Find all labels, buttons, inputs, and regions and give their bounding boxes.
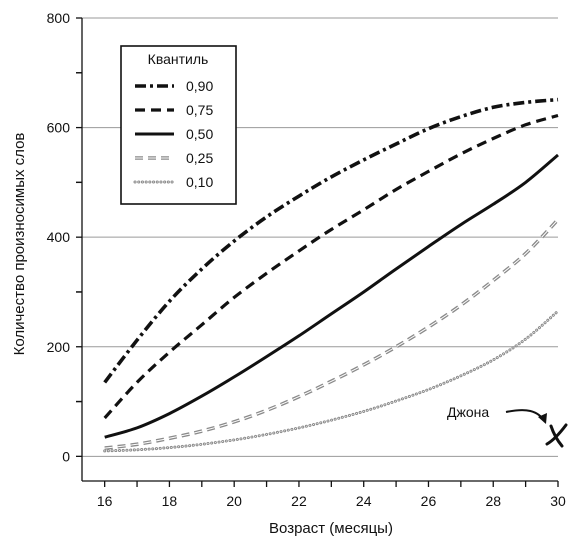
axes: [81, 18, 558, 482]
y-tick-label-0: 0: [62, 448, 70, 464]
series-line-1-path: [103, 113, 559, 420]
legend-label-3: 0,25: [186, 150, 213, 166]
series-line-4: [103, 309, 560, 453]
legend-label-2: 0,50: [186, 126, 213, 142]
x-tick-label-6: 28: [485, 493, 501, 509]
series-line-1: [103, 113, 559, 420]
annotation-label: Джона: [447, 404, 489, 420]
y-axis-title: Количество произносимых слов: [11, 133, 28, 356]
series-line-3-path-outer: [104, 218, 560, 450]
x-tick-label-1: 18: [162, 493, 178, 509]
series-lines: [103, 97, 560, 453]
legend-label-0: 0,90: [186, 78, 213, 94]
series-line-2-path: [104, 153, 559, 439]
x-tick-label-5: 26: [421, 493, 437, 509]
series-line-0-path: [103, 97, 559, 384]
x-tick-label-0: 16: [97, 493, 113, 509]
x-tick-label-7: 30: [550, 493, 566, 509]
series-line-3: [104, 218, 560, 450]
series-line-2: [104, 153, 559, 439]
legend-label-4: 0,10: [186, 174, 213, 190]
legend-title: Квантиль: [148, 51, 209, 67]
x-tick-label-2: 20: [226, 493, 242, 509]
x-axis-ticks: 16 18 20 22 24 26 28 30: [97, 481, 566, 509]
annotation-arrowhead: [538, 413, 547, 424]
y-tick-label-1: 200: [47, 339, 71, 355]
annotation-x-marker: [545, 423, 568, 448]
series-line-4-path-inner: [104, 310, 559, 452]
legend: Квантиль 0,90 0,75 0,50 0,25 0,10: [120, 45, 237, 205]
annotation-jonah: Джона: [447, 404, 568, 448]
x-tick-label-4: 24: [356, 493, 372, 509]
y-tick-label-4: 800: [47, 10, 71, 26]
legend-label-1: 0,75: [186, 102, 213, 118]
x-axis-title: Возраст (месяцы): [269, 520, 393, 537]
annotation-arrow: [505, 409, 546, 423]
y-axis-ticks: 0 200 400 600 800: [47, 10, 82, 464]
legend-box: [120, 45, 237, 205]
y-tick-label-3: 600: [47, 120, 71, 136]
x-tick-label-3: 22: [291, 493, 307, 509]
series-line-0: [103, 97, 559, 384]
series-line-3-path-inner: [104, 219, 559, 449]
y-tick-label-2: 400: [47, 229, 71, 245]
